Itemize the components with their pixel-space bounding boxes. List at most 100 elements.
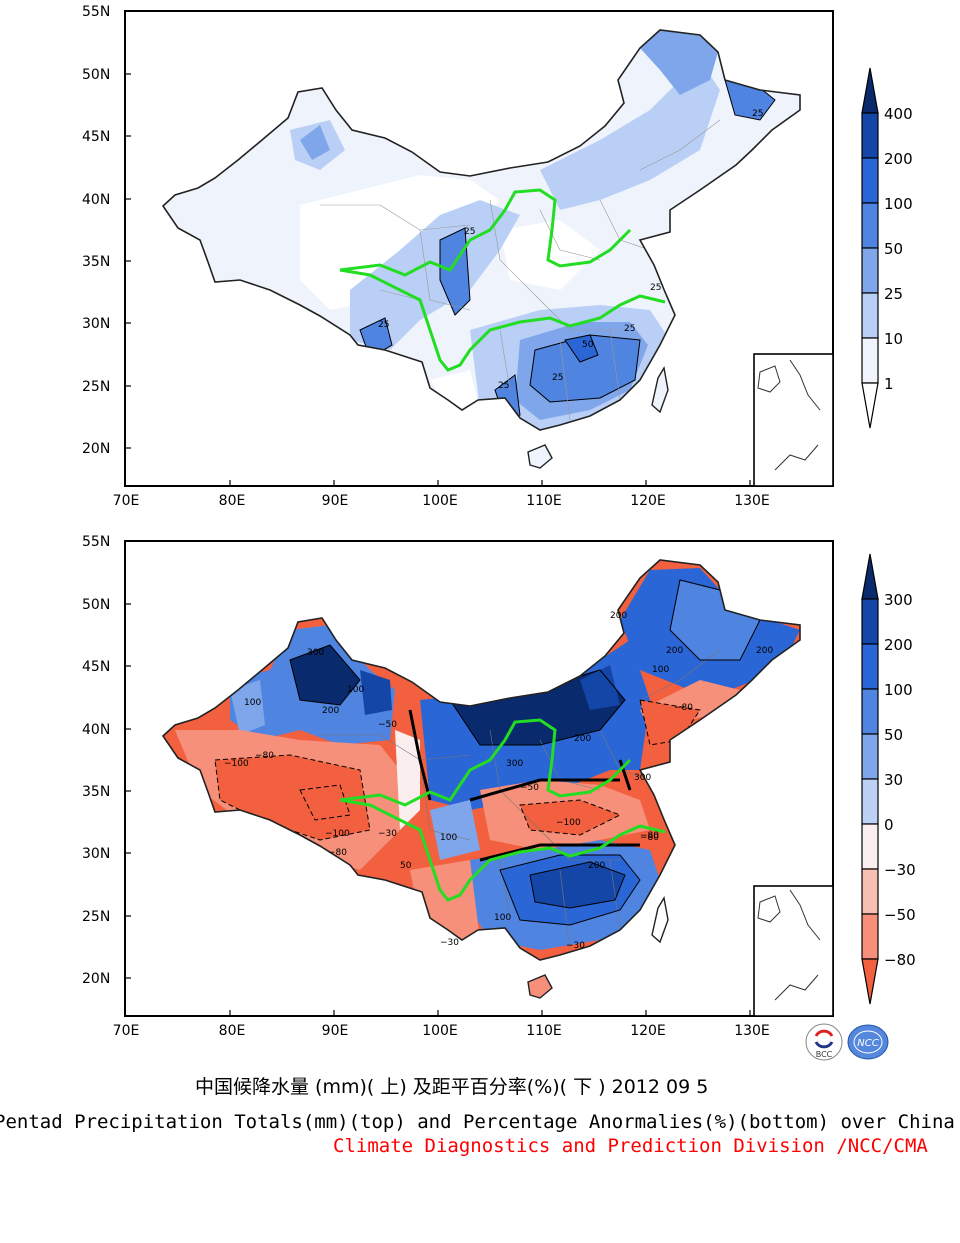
top-contour-label: 25 (624, 324, 635, 334)
lon-label: 120E (630, 493, 666, 509)
lat-label: 30N (82, 846, 110, 862)
lat-label: 50N (82, 67, 110, 83)
bottom-contour-label: 200 (588, 861, 605, 871)
bcc-logo: BCC (805, 1023, 843, 1061)
colorbar-label: 50 (884, 240, 903, 258)
bottom-contour-label: 50 (400, 861, 412, 871)
chinese-caption: 中国候降水量 (mm)( 上) 及距平百分率(%)( 下 ) 2012 09 5 (195, 1076, 709, 1098)
lon-label: 130E (734, 1023, 770, 1039)
top-lon-labels: 70E 80E 90E 100E 110E 120E 130E (113, 493, 770, 509)
top-contour-label: 25 (498, 381, 509, 391)
bottom-contour-label: 100 (347, 685, 364, 695)
top-map-panel: 25 25 25 25 25 25 50 25 55N 50N 45N 40N … (82, 4, 913, 509)
lon-label: 110E (526, 1023, 562, 1039)
lat-label: 45N (82, 129, 110, 145)
lon-label: 70E (113, 493, 140, 509)
bottom-contour-label: −80 (328, 848, 347, 858)
bottom-contour-label: −100 (556, 818, 581, 828)
bcc-logo-text: BCC (816, 1050, 833, 1059)
colorbar-label: 0 (884, 816, 894, 834)
bottom-contour-label: −50 (378, 720, 397, 730)
bottom-contour-labels: 300 200 100 100 −100 −80 −100 −80 −30 −5… (224, 611, 773, 951)
ncc-logo: NCC (847, 1024, 889, 1060)
bottom-map-panel: 300 200 100 100 −100 −80 −100 −80 −30 −5… (82, 534, 916, 1039)
colorbar-label: −30 (884, 861, 916, 879)
bottom-contour-label: 100 (652, 665, 669, 675)
bottom-contour-label: −80 (255, 751, 274, 761)
lat-label: 35N (82, 254, 110, 270)
bottom-contour-label: 100 (440, 833, 457, 843)
colorbar-label: 200 (884, 150, 913, 168)
top-contour-label: 25 (378, 320, 389, 330)
lat-label: 35N (82, 784, 110, 800)
top-scs-inset (753, 353, 834, 487)
colorbar-label: 1 (884, 375, 894, 393)
lat-label: 45N (82, 659, 110, 675)
colorbar-label: 30 (884, 771, 903, 789)
bottom-colorbar-labels: 300 200 100 50 30 0 −30 −50 −80 (884, 591, 916, 969)
bottom-contour-label: 300 (307, 648, 324, 658)
lat-label: 55N (82, 534, 110, 550)
lon-label: 80E (219, 1023, 246, 1039)
bottom-contour-label: −50 (520, 783, 539, 793)
lat-label: 25N (82, 379, 110, 395)
colorbar-label: 25 (884, 285, 903, 303)
bottom-contour-label: 200 (322, 706, 339, 716)
lon-label: 100E (422, 1023, 458, 1039)
top-rivers (339, 188, 666, 372)
bottom-contour-label: −80 (640, 833, 659, 843)
bottom-contour-label: 100 (494, 913, 511, 923)
bottom-contour-label: −30 (378, 829, 397, 839)
colorbar-label: 50 (884, 726, 903, 744)
lat-label: 40N (82, 722, 110, 738)
lon-label: 120E (630, 1023, 666, 1039)
bottom-lon-labels: 70E 80E 90E 100E 110E 120E 130E (113, 1023, 770, 1039)
bottom-contour-label: 200 (610, 611, 627, 621)
lat-label: 50N (82, 597, 110, 613)
lat-label: 20N (82, 971, 110, 987)
bottom-contour-label: −100 (224, 759, 249, 769)
top-contour-labels: 25 25 25 25 25 25 50 25 (378, 109, 763, 391)
top-contour-label: 25 (464, 227, 475, 237)
bottom-contour-label: 300 (634, 773, 651, 783)
lon-label: 90E (322, 493, 349, 509)
top-contour-label: 50 (582, 340, 594, 350)
bottom-contour-label: 200 (756, 646, 773, 656)
lat-label: 55N (82, 4, 110, 20)
lon-label: 130E (734, 493, 770, 509)
english-caption-text: Pentad Precipitation Totals(mm)(top) and… (0, 1111, 955, 1133)
bottom-contour-label: 200 (574, 734, 591, 744)
top-contour-label: 25 (650, 283, 661, 293)
bottom-contour-label: 200 (666, 646, 683, 656)
ncc-logo-text: NCC (857, 1038, 878, 1049)
lat-label: 20N (82, 441, 110, 457)
bottom-contour-label: −80 (674, 703, 693, 713)
lat-label: 40N (82, 192, 110, 208)
bottom-rivers (339, 718, 666, 902)
bottom-contour-label: −100 (325, 829, 350, 839)
credit-caption: Climate Diagnostics and Prediction Divis… (333, 1135, 928, 1157)
top-colorbar (861, 67, 879, 429)
colorbar-label: 300 (884, 591, 913, 609)
lon-label: 90E (322, 1023, 349, 1039)
lat-label: 25N (82, 909, 110, 925)
lon-label: 70E (113, 1023, 140, 1039)
lon-label: 110E (526, 493, 562, 509)
colorbar-label: 200 (884, 636, 913, 654)
top-contour-label: 25 (552, 373, 563, 383)
bottom-colorbar (861, 553, 879, 1005)
top-colorbar-labels: 400 200 100 50 25 10 1 (884, 105, 913, 393)
colorbar-label: 100 (884, 681, 913, 699)
colorbar-label: 400 (884, 105, 913, 123)
bottom-scs-inset (753, 885, 834, 1017)
colorbar-label: 100 (884, 195, 913, 213)
english-caption: Pentad Precipitation Totals(mm)(top) and… (0, 1111, 960, 1133)
lon-label: 80E (219, 493, 246, 509)
bottom-contour-label: −30 (566, 941, 585, 951)
bottom-lat-labels: 55N 50N 45N 40N 35N 30N 25N 20N (82, 534, 110, 987)
bottom-contour-label: −30 (440, 938, 459, 948)
colorbar-label: −50 (884, 906, 916, 924)
bottom-contour-label: −80 (640, 831, 659, 841)
lon-label: 100E (422, 493, 458, 509)
colorbar-label: −80 (884, 951, 916, 969)
